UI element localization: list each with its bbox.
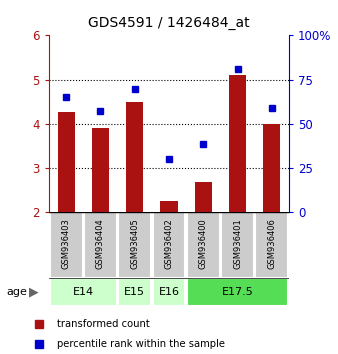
Text: GSM936405: GSM936405 — [130, 218, 139, 269]
Text: GSM936402: GSM936402 — [165, 218, 173, 269]
Text: GSM936406: GSM936406 — [267, 218, 276, 269]
Text: E14: E14 — [73, 287, 94, 297]
Bar — [152, 278, 186, 306]
Text: E16: E16 — [159, 287, 179, 297]
Text: GSM936403: GSM936403 — [62, 218, 71, 269]
Bar — [229, 75, 246, 212]
Text: GSM936400: GSM936400 — [199, 218, 208, 269]
Text: E15: E15 — [124, 287, 145, 297]
Text: percentile rank within the sample: percentile rank within the sample — [57, 339, 225, 349]
Bar — [50, 278, 117, 306]
Bar — [118, 212, 151, 278]
Text: GSM936401: GSM936401 — [233, 218, 242, 269]
Bar — [92, 128, 109, 212]
Bar — [187, 212, 220, 278]
Text: transformed count: transformed count — [57, 319, 150, 329]
Bar — [84, 212, 117, 278]
Bar — [57, 112, 75, 212]
Bar — [256, 212, 288, 278]
Bar — [263, 124, 281, 212]
Text: E17.5: E17.5 — [222, 287, 254, 297]
Text: ▶: ▶ — [29, 286, 38, 299]
Text: GSM936404: GSM936404 — [96, 218, 105, 269]
Text: GDS4591 / 1426484_at: GDS4591 / 1426484_at — [88, 16, 250, 30]
Bar — [50, 212, 82, 278]
Text: age: age — [7, 287, 28, 297]
Bar — [195, 182, 212, 212]
Bar — [126, 102, 143, 212]
Bar — [152, 212, 186, 278]
Bar — [118, 278, 151, 306]
Bar — [161, 201, 177, 212]
Bar — [187, 278, 288, 306]
Bar — [221, 212, 254, 278]
